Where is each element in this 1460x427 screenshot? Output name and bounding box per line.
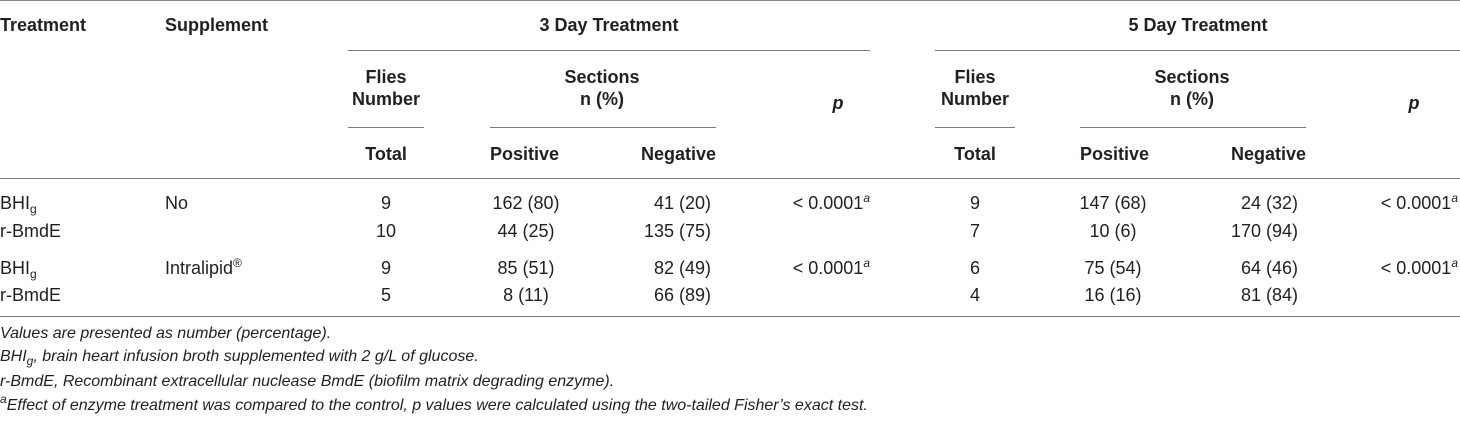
day5-sections-header: Sections n (%) bbox=[1154, 66, 1229, 110]
d3-total-cell: 5 bbox=[380, 285, 392, 305]
flies-label-line1: Flies bbox=[954, 67, 996, 87]
footnote-rbmde: r-BmdE, Recombinant extracellular nuclea… bbox=[0, 373, 615, 390]
day3-sections-rule bbox=[490, 127, 716, 128]
d5-positive-cell: 16 (16) bbox=[1084, 285, 1142, 305]
day5-negative-header: Negative bbox=[1230, 144, 1306, 164]
day3-flies-rule bbox=[348, 127, 424, 128]
d3-p-cell: < 0.0001a bbox=[792, 256, 870, 278]
row-treatment: r-BmdE bbox=[0, 285, 62, 305]
d3-positive-cell: 162 (80) bbox=[492, 193, 560, 213]
sections-label-line2: n (%) bbox=[580, 89, 624, 109]
day3-p-header: p bbox=[832, 93, 844, 113]
day3-sections-header: Sections n (%) bbox=[564, 66, 639, 110]
d3-negative-cell: 82 (49) bbox=[653, 258, 711, 278]
d3-negative-cell: 66 (89) bbox=[653, 285, 711, 305]
row-treatment: BHIg bbox=[0, 258, 37, 281]
d3-total-cell: 10 bbox=[375, 221, 397, 241]
header-bottom-rule bbox=[0, 178, 1460, 179]
d3-positive-cell: 85 (51) bbox=[497, 258, 555, 278]
d5-negative-cell: 24 (32) bbox=[1240, 193, 1298, 213]
header-5-day-treatment: 5 Day Treatment bbox=[1128, 15, 1268, 35]
day5-group-rule bbox=[935, 50, 1460, 51]
d3-negative-cell: 41 (20) bbox=[653, 193, 711, 213]
d5-p-cell: < 0.0001a bbox=[1380, 256, 1458, 278]
d5-positive-cell: 10 (6) bbox=[1089, 221, 1137, 241]
d3-positive-cell: 8 (11) bbox=[503, 285, 549, 305]
row-treatment: BHIg bbox=[0, 193, 37, 216]
day5-sections-rule bbox=[1080, 127, 1306, 128]
day3-total-header: Total bbox=[365, 144, 407, 164]
d3-positive-cell: 44 (25) bbox=[497, 221, 555, 241]
sections-label-line1: Sections bbox=[564, 67, 640, 87]
d3-total-cell: 9 bbox=[380, 193, 392, 213]
row-treatment: r-BmdE bbox=[0, 221, 62, 241]
day5-total-header: Total bbox=[954, 144, 996, 164]
header-supplement: Supplement bbox=[165, 15, 269, 35]
d5-total-cell: 7 bbox=[969, 221, 981, 241]
row-supplement: No bbox=[165, 193, 189, 213]
d5-negative-cell: 64 (46) bbox=[1240, 258, 1298, 278]
table-top-rule bbox=[0, 0, 1460, 1]
day3-positive-header: Positive bbox=[490, 144, 560, 164]
d5-total-cell: 4 bbox=[969, 285, 981, 305]
d5-negative-cell: 170 (94) bbox=[1230, 221, 1298, 241]
d5-negative-cell: 81 (84) bbox=[1240, 285, 1298, 305]
d5-positive-cell: 75 (54) bbox=[1084, 258, 1142, 278]
row-supplement: Intralipid® bbox=[165, 256, 242, 278]
d5-positive-cell: 147 (68) bbox=[1079, 193, 1147, 213]
day5-positive-header: Positive bbox=[1080, 144, 1150, 164]
day5-flies-header: Flies Number bbox=[941, 66, 1009, 110]
footnote-a: aEffect of enzyme treatment was compared… bbox=[0, 392, 868, 414]
sections-label-line2: n (%) bbox=[1170, 89, 1214, 109]
day5-flies-rule bbox=[935, 127, 1015, 128]
d3-negative-cell: 135 (75) bbox=[643, 221, 711, 241]
flies-label-line1: Flies bbox=[365, 67, 407, 87]
day5-p-header: p bbox=[1408, 93, 1420, 113]
day3-negative-header: Negative bbox=[640, 144, 716, 164]
d5-total-cell: 9 bbox=[969, 193, 981, 213]
table-bottom-rule bbox=[0, 316, 1460, 317]
flies-label-line2: Number bbox=[940, 89, 1010, 109]
d3-total-cell: 9 bbox=[380, 258, 392, 278]
d3-p-cell: < 0.0001a bbox=[792, 191, 870, 213]
d5-p-cell: < 0.0001a bbox=[1380, 191, 1458, 213]
header-3-day-treatment: 3 Day Treatment bbox=[539, 15, 679, 35]
footnote-values: Values are presented as number (percenta… bbox=[0, 325, 332, 342]
day3-group-rule bbox=[348, 50, 870, 51]
sections-label-line1: Sections bbox=[1154, 67, 1230, 87]
d5-total-cell: 6 bbox=[969, 258, 981, 278]
flies-label-line2: Number bbox=[351, 89, 421, 109]
footnote-bhig: BHIg, brain heart infusion broth supplem… bbox=[0, 348, 479, 368]
header-treatment: Treatment bbox=[0, 15, 87, 35]
day3-flies-header: Flies Number bbox=[352, 66, 420, 110]
